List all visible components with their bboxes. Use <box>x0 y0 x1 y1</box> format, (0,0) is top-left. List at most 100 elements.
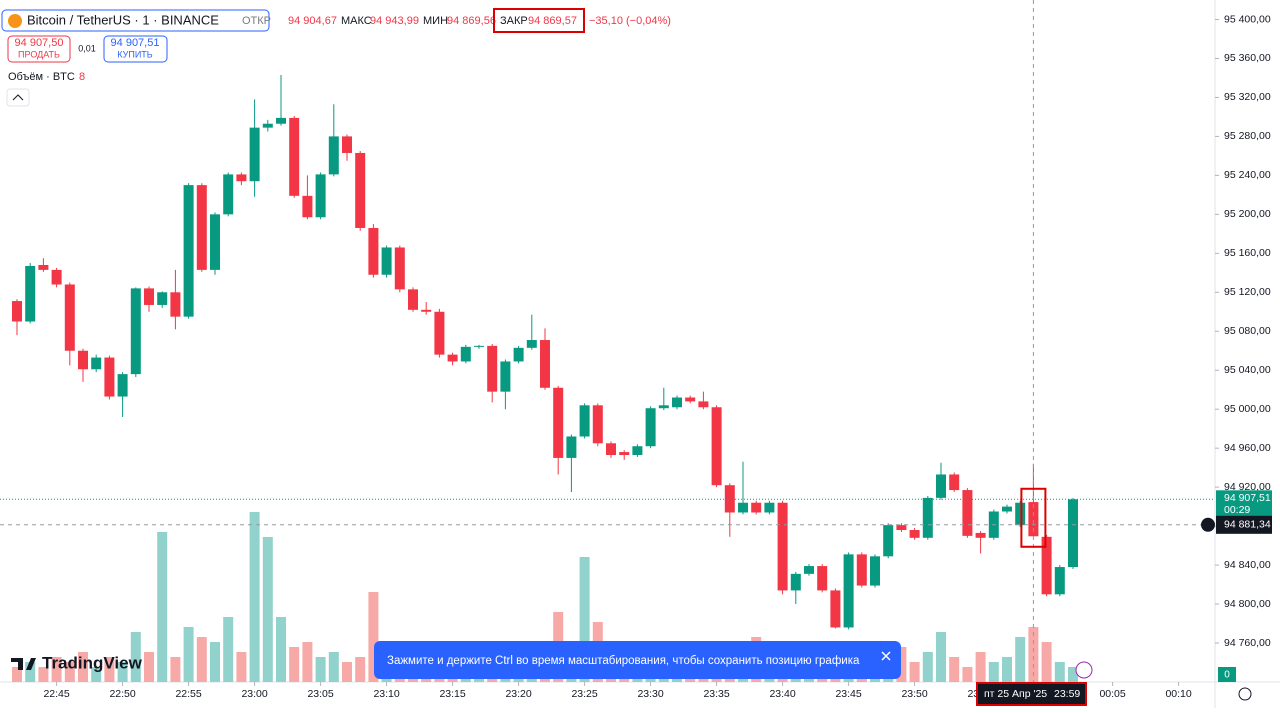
candle-body <box>196 185 207 270</box>
candle-body <box>592 405 603 444</box>
low-label: МИН <box>423 15 448 27</box>
symbol-box[interactable] <box>1 9 270 32</box>
candle-body <box>91 357 102 370</box>
close-label: ЗАКР <box>500 15 528 27</box>
candle-body <box>1068 499 1078 568</box>
candle-body <box>38 265 49 270</box>
volume-bar <box>117 662 128 682</box>
candle-body <box>64 284 75 351</box>
volume-bar <box>368 592 379 682</box>
candle-body <box>909 530 920 538</box>
candle-body <box>1002 506 1012 512</box>
candle-body <box>144 288 154 305</box>
sell-price[interactable]: 94 907,50 <box>15 37 64 49</box>
volume-bar <box>896 647 907 682</box>
candle-body <box>51 269 62 285</box>
spread: 0,01 <box>78 43 96 53</box>
x-tick-label: 23:15 <box>439 688 465 700</box>
candle-body <box>632 446 643 455</box>
symbol[interactable]: Bitcoin / TetherUS · 1 · BINANCE <box>27 12 219 27</box>
x-tick-label: 23:20 <box>505 688 531 700</box>
candle-body <box>289 117 300 196</box>
y-tick-label: 95 000,00 <box>1224 403 1271 415</box>
volume-legend: Объём · BTC <box>8 71 75 83</box>
candle-body <box>117 374 128 397</box>
buy-price[interactable]: 94 907,51 <box>111 37 160 49</box>
candle-body <box>315 174 326 218</box>
change-value: −35,10 (−0,04%) <box>589 15 671 27</box>
volume-bar <box>91 667 102 682</box>
alert-icon[interactable] <box>1075 661 1093 679</box>
logo: TradingView <box>42 653 143 672</box>
volume-bar <box>1002 657 1012 682</box>
crosshair-label: 94 881,34 <box>1224 519 1271 531</box>
candle-body <box>1041 536 1052 595</box>
volume-bar <box>262 537 273 682</box>
sell-button[interactable] <box>7 35 71 63</box>
sell-label[interactable]: ПРОДАТЬ <box>18 49 60 59</box>
last-price-tag <box>1216 490 1272 518</box>
high-value: 94 943,99 <box>370 15 419 27</box>
volume-bar <box>1015 637 1026 682</box>
volume-bar <box>25 662 36 682</box>
x-tick-label: 22:50 <box>109 688 135 700</box>
volume-bar <box>157 532 168 682</box>
x-tick-label: 23:05 <box>307 688 333 700</box>
volume-bar <box>342 662 352 682</box>
volume-bar <box>289 647 300 682</box>
candle-body <box>210 214 220 270</box>
candle-body <box>711 407 722 486</box>
candle-body <box>685 397 696 402</box>
buy-label[interactable]: КУПИТЬ <box>117 49 152 59</box>
volume-bar <box>196 637 207 682</box>
y-tick-label: 95 360,00 <box>1224 52 1271 64</box>
volume-bar <box>104 657 115 682</box>
volume-bar <box>962 667 973 682</box>
candle-body <box>276 117 286 124</box>
candle-body <box>236 174 247 182</box>
candle-body <box>843 554 854 628</box>
candle-body <box>394 247 405 290</box>
volume-bar <box>1041 642 1052 682</box>
candle-body <box>606 443 616 455</box>
volume-bar <box>315 657 326 682</box>
volume-tag-label: 0 <box>1224 670 1230 681</box>
candle-body <box>157 292 168 305</box>
volume-bar <box>12 667 22 682</box>
candle-body <box>856 554 867 586</box>
collapse-icon <box>12 94 24 101</box>
volume-bar <box>236 652 247 682</box>
candle-body <box>104 357 115 397</box>
y-tick-label: 94 760,00 <box>1224 637 1271 649</box>
buy-button[interactable] <box>103 35 168 63</box>
candle-body <box>368 227 379 275</box>
settings-icon[interactable] <box>1238 687 1252 701</box>
candle-body <box>579 405 590 437</box>
volume-bar <box>51 657 62 682</box>
candle-body <box>777 502 788 591</box>
volume-bar <box>936 632 946 682</box>
candle-body <box>658 405 669 409</box>
y-tick-label: 95 280,00 <box>1224 130 1271 142</box>
high-label: МАКС <box>341 15 372 27</box>
btc-icon <box>8 14 22 28</box>
candle-body <box>381 247 392 275</box>
candle-body <box>672 397 682 408</box>
highlight-box <box>1020 487 1047 548</box>
candle-body <box>698 401 709 408</box>
volume-bar <box>909 662 920 682</box>
toast-close[interactable] <box>881 651 891 661</box>
last-price-label: 94 907,51 <box>1224 492 1271 504</box>
candle-body <box>738 502 748 513</box>
candle-body <box>302 195 313 218</box>
low-value: 94 869,56 <box>447 15 496 27</box>
volume-tag <box>1218 667 1236 682</box>
candle-body <box>328 136 339 175</box>
y-tick-label: 94 840,00 <box>1224 559 1271 571</box>
candle-body <box>434 311 445 355</box>
y-tick-label: 95 040,00 <box>1224 364 1271 376</box>
candle-body <box>513 347 524 362</box>
candle-body <box>12 301 22 322</box>
collapse-button[interactable] <box>6 88 30 107</box>
